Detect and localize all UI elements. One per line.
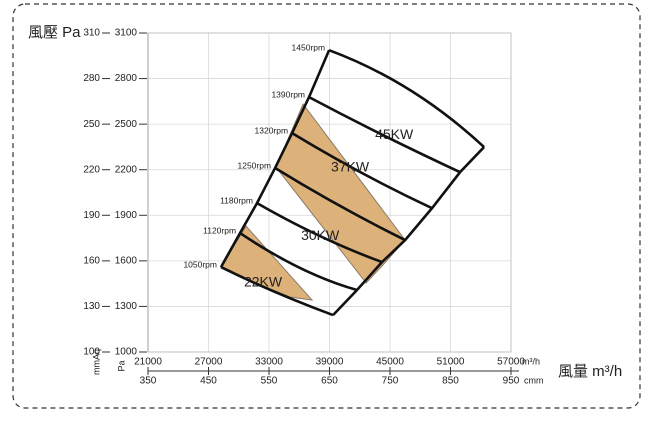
y-tick-label: 1600 (115, 255, 138, 266)
x2-tick-label: 750 (382, 376, 399, 387)
x-tick-label: 39000 (316, 357, 344, 368)
rpm-label: 1450rpm (292, 42, 326, 52)
x2-tick-label: 450 (200, 376, 217, 387)
rpm-curve (291, 131, 433, 210)
y-unit: Pa (116, 360, 126, 371)
y2-unit: mmAq (91, 349, 101, 375)
y-tick-label: 2200 (115, 164, 138, 175)
rpm-curve (308, 95, 461, 174)
power-label: 37KW (331, 159, 370, 175)
x-axis-title: 風量 m³/h (558, 363, 622, 380)
x-unit: m³/h (522, 356, 540, 366)
frame (12, 3, 641, 409)
power-label: 22KW (244, 274, 283, 290)
boundary-left (219, 49, 331, 268)
y-tick-label: 2800 (115, 73, 138, 84)
y-axis-title: 風壓 Pa (28, 24, 81, 41)
rpm-label: 1180rpm (220, 195, 253, 205)
y-tick-label: 1300 (115, 301, 138, 312)
x2-tick-label: 550 (261, 376, 278, 387)
rpm-curve (239, 231, 358, 292)
x2-tick-label: 350 (140, 376, 157, 387)
plot-frame (147, 32, 512, 353)
y2-tick-label: 280 (83, 73, 100, 84)
x2-unit: cmm (524, 375, 544, 385)
x-tick-label: 33000 (255, 357, 283, 368)
y2-tick-label: 190 (83, 210, 100, 221)
y2-tick-label: 250 (83, 119, 100, 130)
y2-tick-label: 130 (83, 301, 100, 312)
x2-tick-label: 650 (321, 376, 338, 387)
x-tick-label: 27000 (195, 357, 223, 368)
rpm-label: 1120rpm (203, 225, 236, 235)
x2-tick-label: 850 (442, 376, 459, 387)
x-tick-label: 57000 (497, 357, 525, 368)
x-tick-label: 21000 (134, 357, 162, 368)
rpm-label: 1250rpm (237, 160, 271, 170)
rpm-curve (256, 202, 383, 264)
rpm-label: 1050rpm (183, 259, 217, 269)
power-label: 30KW (301, 227, 340, 243)
power-label: 45KW (375, 126, 414, 142)
x-tick-label: 45000 (376, 357, 404, 368)
y2-tick-label: 100 (83, 347, 100, 358)
y-tick-label: 1900 (115, 210, 138, 221)
y2-tick-label: 160 (83, 255, 100, 266)
rpm-curve (220, 265, 334, 317)
rpm-curve (274, 166, 406, 242)
y2-tick-label: 220 (83, 164, 100, 175)
rpm-label: 1320rpm (255, 125, 289, 135)
x2-tick-label: 950 (503, 376, 520, 387)
y-tick-label: 2500 (115, 119, 138, 130)
boundary-right (332, 146, 486, 316)
y-tick-label: 3100 (115, 28, 138, 39)
y2-tick-label: 310 (83, 28, 100, 39)
y-tick-label: 1000 (115, 347, 138, 358)
x-tick-label: 51000 (437, 357, 465, 368)
rpm-label: 1390rpm (271, 89, 305, 99)
rpm-curve (328, 48, 485, 149)
